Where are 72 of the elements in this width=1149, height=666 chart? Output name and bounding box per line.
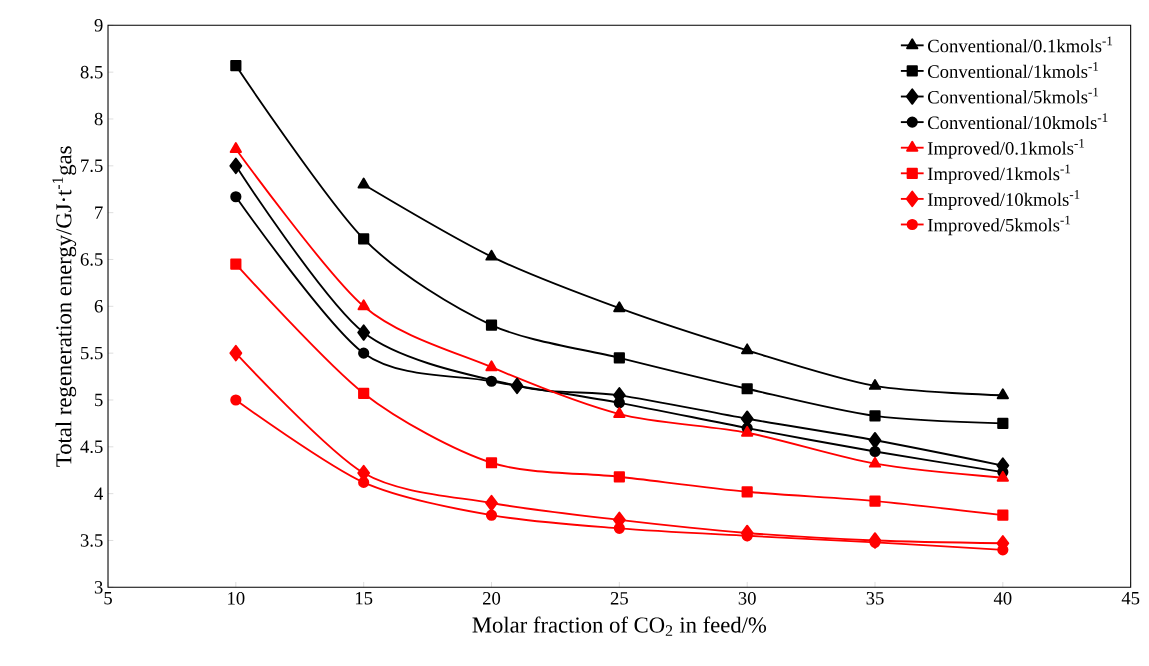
y-tick-label: 7 — [95, 206, 103, 219]
x-axis-title: Molar fraction of CO$_{2}$ in feed/% — [472, 616, 767, 636]
x-tick-label: 40 — [993, 592, 1012, 605]
y-tick-label: 6 — [94, 300, 103, 313]
y-tick-label: 7.5 — [81, 159, 103, 173]
y-tick-label: 3.5 — [80, 534, 103, 547]
point — [996, 470, 1009, 482]
y-tick-label: 4 — [94, 487, 104, 500]
point — [357, 299, 370, 311]
point — [741, 383, 753, 395]
point — [358, 347, 370, 359]
point — [869, 445, 881, 458]
point — [485, 360, 498, 372]
point — [485, 249, 498, 261]
point — [510, 377, 524, 395]
point — [358, 476, 370, 489]
y-tick-label: 5.5 — [81, 346, 103, 360]
x-tick-label: 5 — [104, 592, 112, 605]
legend-label: Improved/10kmols$^{-1}$ — [927, 190, 1080, 210]
point — [230, 394, 242, 406]
y-tick-label: 8.5 — [80, 65, 103, 79]
point — [997, 509, 1009, 521]
point — [613, 301, 626, 313]
y-tick-label: 3 — [94, 581, 103, 594]
point — [613, 471, 625, 483]
point — [868, 456, 882, 468]
legend-label: Improved/1kmols$^{-1}$ — [927, 164, 1071, 185]
point — [485, 509, 498, 521]
point — [358, 387, 370, 400]
y-tick-label: 5 — [95, 393, 103, 407]
y-tick-label: 9 — [94, 19, 103, 32]
point — [229, 344, 243, 362]
legend-label: Improved/5kmols$^{-1}$ — [927, 215, 1071, 236]
point — [741, 486, 753, 498]
point — [230, 59, 242, 72]
point — [357, 177, 370, 189]
point — [485, 457, 498, 469]
x-tick-label: 15 — [355, 592, 373, 605]
point — [997, 417, 1009, 430]
point — [613, 407, 626, 418]
point — [230, 191, 242, 203]
legend-label: Conventional/5kmols$^{-1}$ — [928, 87, 1099, 104]
point — [485, 494, 498, 512]
point — [358, 233, 370, 245]
point — [229, 157, 243, 175]
point — [869, 495, 881, 507]
point — [229, 142, 242, 153]
x-tick-label: 30 — [738, 592, 756, 605]
point — [485, 319, 498, 331]
legend-label: Conventional/1kmols$^{-1}$ — [928, 62, 1099, 78]
point — [613, 352, 625, 364]
y-tick-label: 4.5 — [80, 440, 103, 454]
point — [230, 258, 242, 270]
y-tick-label: 8 — [94, 112, 103, 126]
point — [357, 324, 371, 341]
x-tick-label: 10 — [228, 592, 245, 605]
y-axis-title: Total regeneration energy/GJ·t$^{-1}$gas — [52, 146, 77, 467]
x-tick-label: 35 — [866, 592, 884, 605]
point — [613, 397, 625, 409]
point — [996, 388, 1009, 400]
legend-label: Conventional/0.1kmols$^{-1}$ — [928, 36, 1113, 53]
x-tick-label: 25 — [610, 592, 628, 605]
legend-label: Conventional/10kmols$^{-1}$ — [928, 113, 1108, 130]
x-tick-label: 45 — [1121, 592, 1140, 605]
point — [485, 375, 498, 387]
point — [868, 431, 882, 449]
point — [869, 410, 881, 422]
point — [741, 343, 754, 355]
y-tick-label: 6.5 — [80, 253, 103, 266]
point — [868, 378, 882, 390]
x-tick-label: 20 — [482, 592, 501, 605]
legend-label: Improved/0.1kmols$^{-1}$ — [927, 138, 1085, 159]
